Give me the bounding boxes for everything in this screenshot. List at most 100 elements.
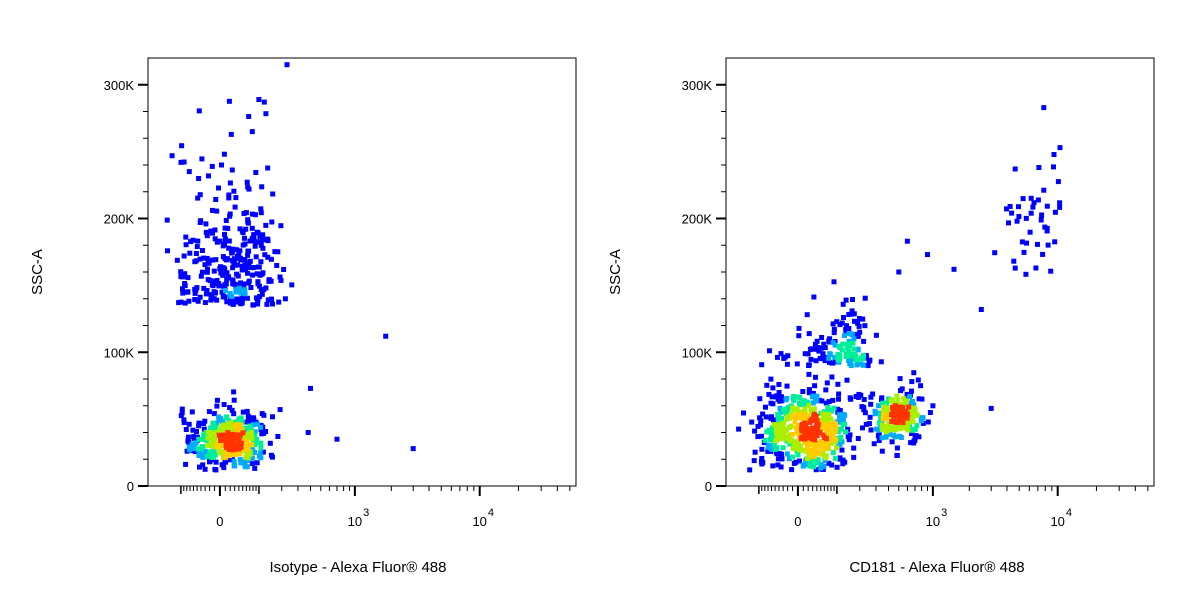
event-dot bbox=[891, 413, 897, 419]
event-dot bbox=[759, 433, 764, 439]
event-dot bbox=[837, 419, 843, 425]
event-dot bbox=[789, 432, 795, 437]
event-dot bbox=[225, 421, 231, 427]
event-dot bbox=[235, 423, 241, 429]
event-dot bbox=[235, 273, 241, 279]
event-dot bbox=[831, 279, 837, 285]
event-dot bbox=[757, 396, 763, 402]
event-dot bbox=[822, 412, 828, 417]
event-dot bbox=[818, 462, 824, 468]
event-dot bbox=[237, 248, 243, 254]
event-dot bbox=[223, 449, 229, 455]
event-dot bbox=[873, 332, 879, 338]
event-dot bbox=[764, 429, 770, 435]
event-dot bbox=[289, 282, 295, 288]
event-dot bbox=[234, 434, 239, 440]
event-dot bbox=[239, 267, 245, 273]
event-dot bbox=[774, 445, 780, 451]
event-dot bbox=[806, 331, 812, 337]
event-dot bbox=[807, 463, 813, 469]
event-dot bbox=[230, 437, 235, 443]
event-dot bbox=[265, 297, 271, 303]
event-dot bbox=[849, 308, 855, 314]
event-dot bbox=[831, 330, 837, 336]
event-dot bbox=[212, 236, 218, 242]
event-dot bbox=[797, 444, 803, 450]
event-dot bbox=[233, 195, 239, 201]
event-dot bbox=[839, 447, 845, 453]
event-dot bbox=[918, 383, 924, 389]
event-dot bbox=[879, 426, 885, 432]
event-dot bbox=[915, 377, 921, 383]
event-dot bbox=[224, 415, 230, 421]
y-tick-label: 300K bbox=[682, 78, 713, 93]
event-dot bbox=[879, 448, 885, 454]
event-dot bbox=[768, 437, 773, 442]
event-dot bbox=[818, 420, 824, 426]
event-dot bbox=[249, 211, 255, 217]
event-dot bbox=[809, 435, 814, 441]
event-dot bbox=[879, 435, 885, 441]
event-dot bbox=[196, 108, 202, 114]
event-dot bbox=[185, 275, 191, 281]
event-dot bbox=[894, 453, 900, 458]
event-dot bbox=[861, 407, 867, 413]
event-dot bbox=[227, 180, 233, 186]
event-dot bbox=[849, 353, 855, 359]
event-dot bbox=[819, 335, 825, 340]
event-dot bbox=[229, 167, 235, 173]
event-dot bbox=[824, 380, 830, 386]
event-dot bbox=[1055, 179, 1061, 185]
event-dot bbox=[820, 432, 826, 438]
event-dot bbox=[1048, 268, 1054, 274]
event-dot bbox=[253, 212, 258, 218]
event-dot bbox=[202, 262, 208, 268]
event-dot bbox=[882, 404, 888, 410]
event-dot bbox=[903, 414, 908, 420]
event-dot bbox=[823, 387, 829, 393]
event-dot bbox=[816, 430, 822, 436]
event-dot bbox=[212, 227, 218, 233]
event-dot bbox=[768, 400, 774, 406]
event-dot bbox=[829, 462, 835, 468]
event-dot bbox=[771, 441, 777, 447]
event-dot bbox=[244, 408, 250, 414]
event-dot bbox=[178, 269, 184, 275]
event-dot bbox=[855, 333, 861, 339]
event-dot bbox=[811, 406, 817, 412]
event-dot bbox=[198, 273, 204, 279]
event-dot bbox=[775, 456, 781, 462]
event-dot bbox=[876, 438, 882, 443]
event-dot bbox=[263, 111, 269, 117]
event-dot bbox=[813, 467, 819, 473]
event-dot bbox=[763, 404, 768, 410]
event-dot bbox=[892, 434, 898, 440]
y-tick-label: 0 bbox=[127, 479, 134, 494]
event-dot bbox=[1036, 165, 1042, 170]
event-dot bbox=[901, 396, 907, 402]
event-dot bbox=[262, 252, 268, 258]
event-dot bbox=[907, 394, 912, 400]
event-dot bbox=[1007, 204, 1013, 209]
event-dot bbox=[840, 341, 846, 347]
event-dot bbox=[797, 458, 802, 464]
event-dot bbox=[768, 376, 774, 382]
event-dot bbox=[910, 427, 916, 433]
event-dot bbox=[799, 447, 805, 453]
event-dot bbox=[876, 427, 882, 433]
event-dot bbox=[244, 295, 250, 301]
event-dot bbox=[223, 257, 229, 263]
event-dot bbox=[837, 322, 843, 328]
event-dot bbox=[775, 462, 781, 468]
event-dot bbox=[243, 266, 249, 272]
event-dot bbox=[240, 409, 246, 415]
event-dot bbox=[853, 357, 858, 363]
event-dot bbox=[1016, 204, 1021, 210]
event-dot bbox=[875, 433, 881, 439]
event-dot bbox=[223, 443, 229, 448]
event-dot bbox=[263, 222, 269, 228]
event-dot bbox=[810, 400, 816, 406]
event-dot bbox=[1040, 251, 1046, 257]
event-dot bbox=[197, 192, 203, 198]
